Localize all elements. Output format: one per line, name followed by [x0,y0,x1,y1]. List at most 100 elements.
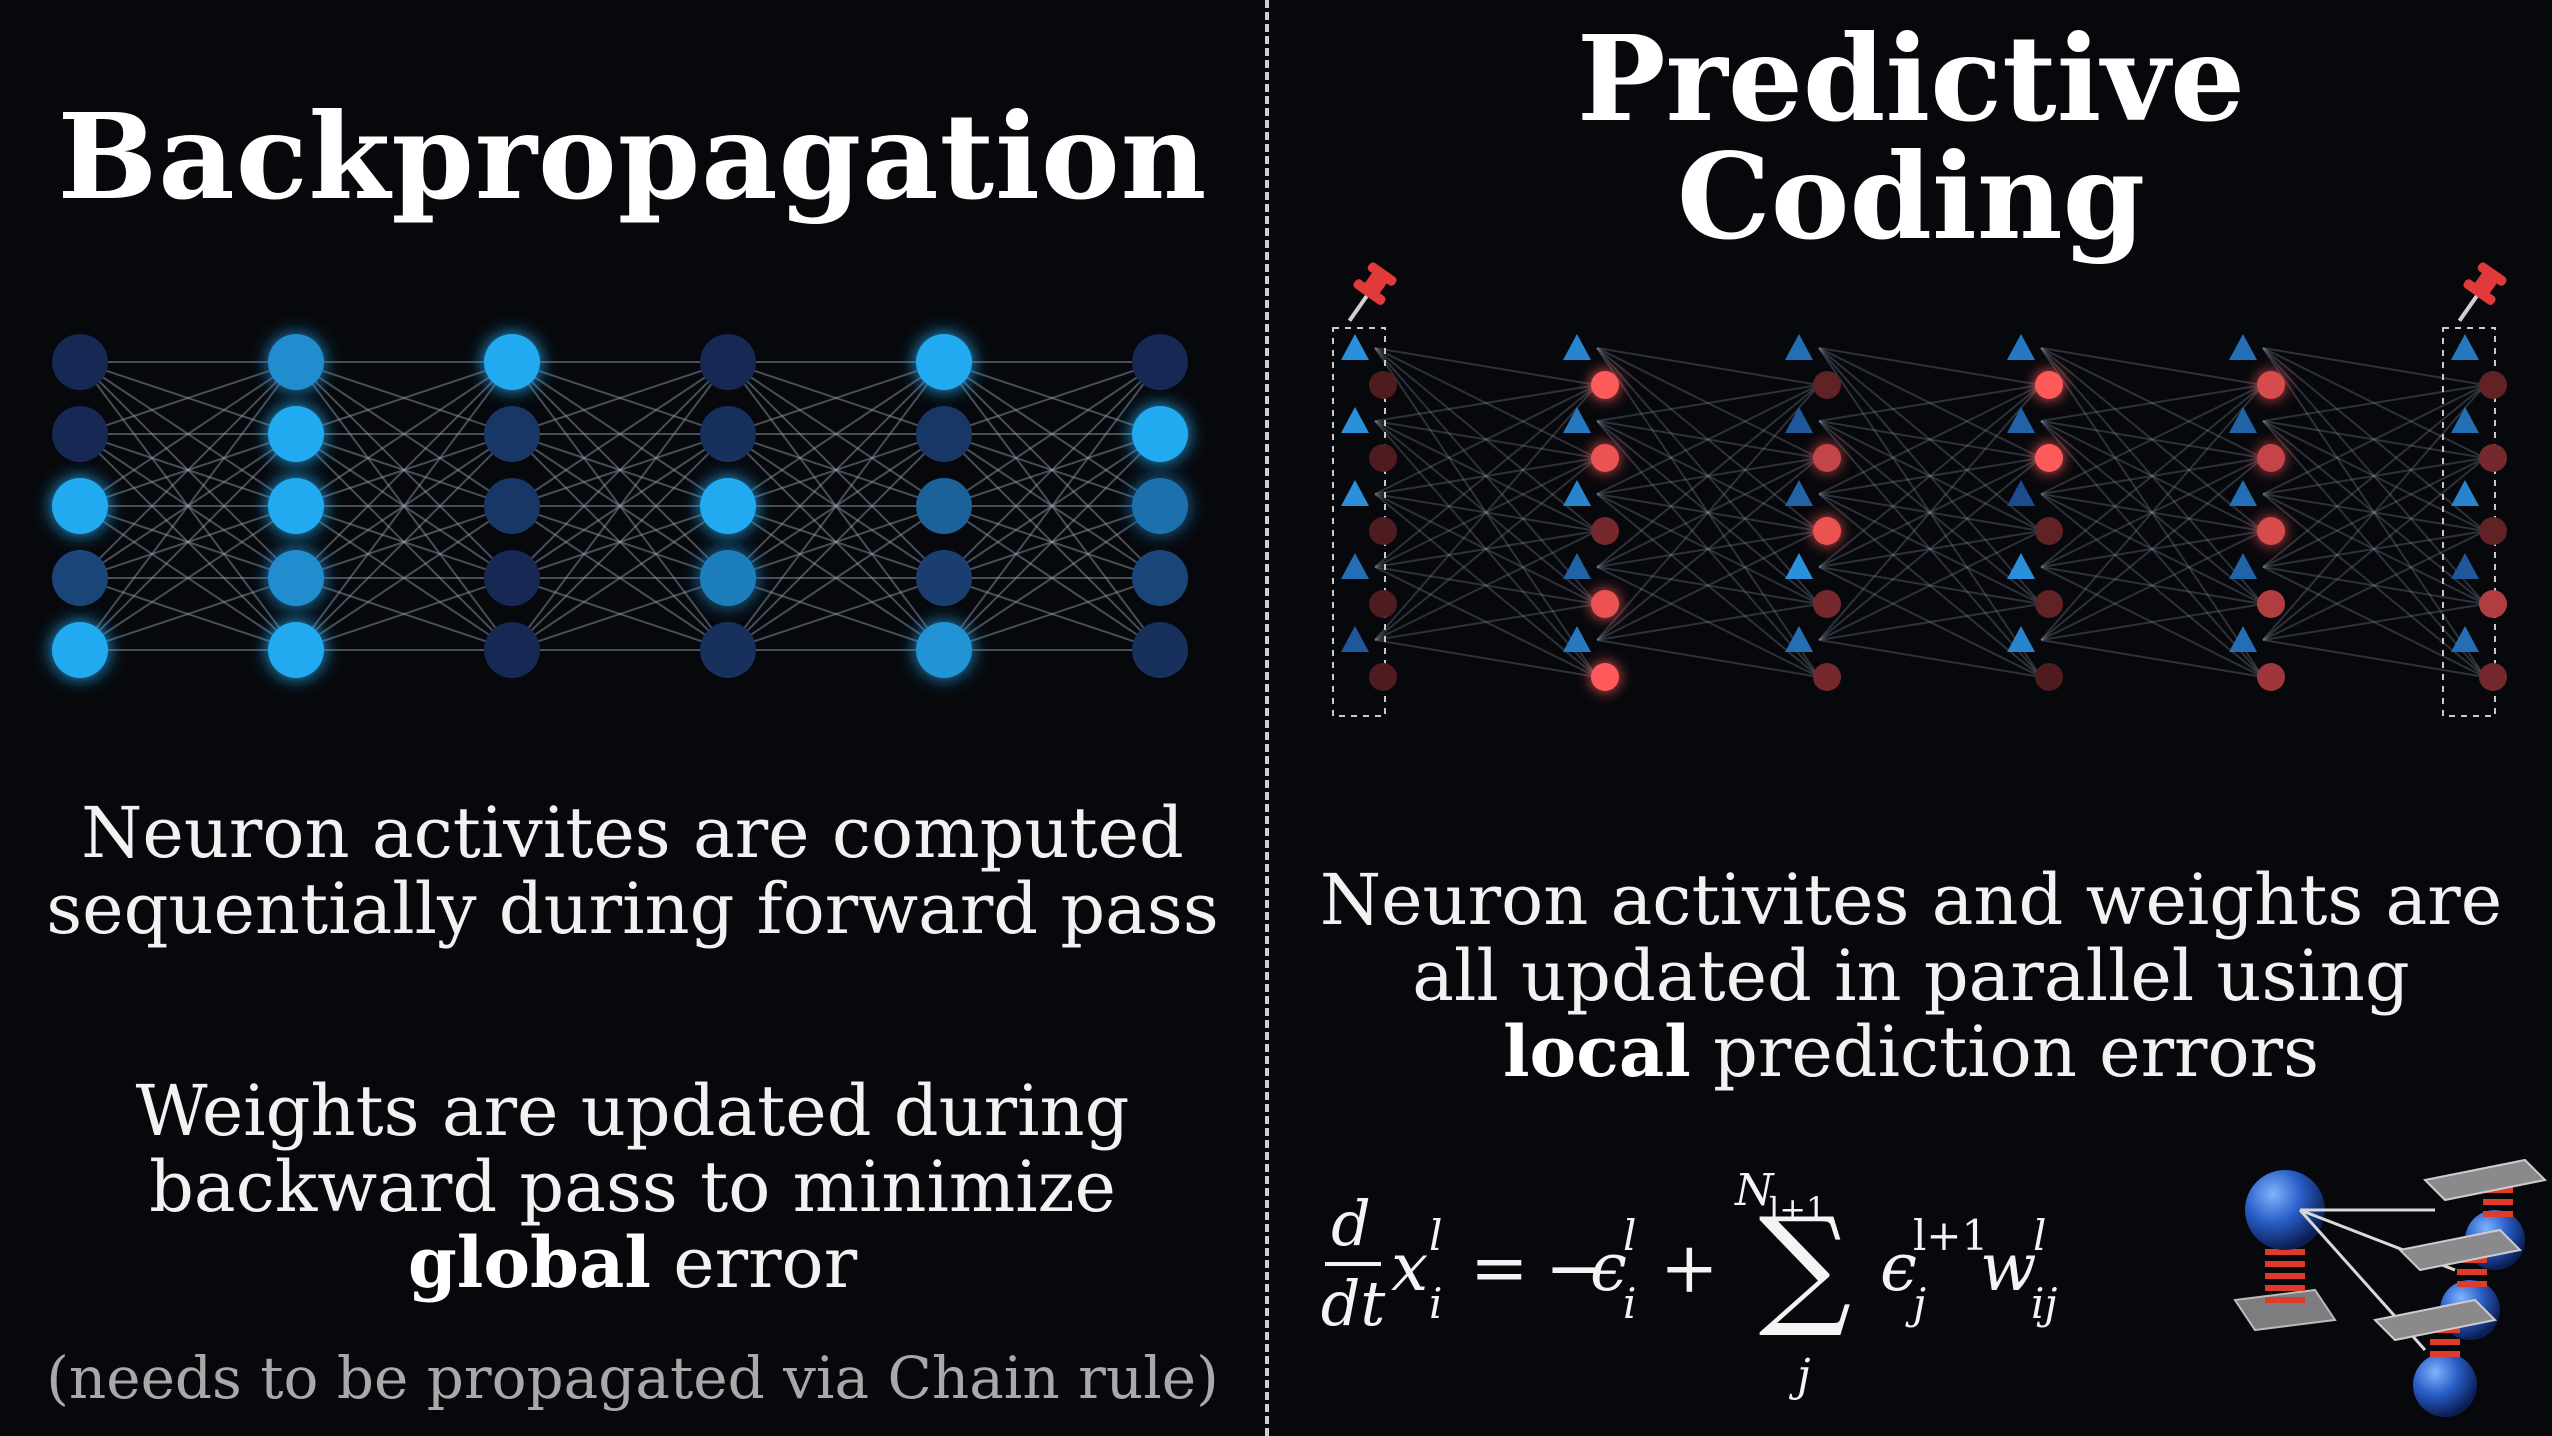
pc-edge [1374,347,1598,532]
pc-value-unit [2007,334,2035,360]
pc-edge [2262,566,2486,678]
pc-edge [1374,384,1598,422]
pc-edge [1374,347,1598,459]
pc-edge [2040,384,2264,641]
backprop-edge [943,433,1161,579]
pc-edge [2040,493,2264,678]
pc-edge [1596,347,1820,459]
pc-error-unit [2479,444,2507,472]
pc-edge [2262,530,2486,641]
pc-edge [1596,347,1820,678]
pc-edge [1596,347,1820,386]
pc-value-unit [1341,480,1369,506]
pc-edge [2262,493,2486,678]
pc-error-unit [2479,371,2507,399]
pc-edge [2040,566,2264,605]
pc-edge [2262,420,2486,459]
backprop-edge [943,433,1161,651]
backprop-edge [727,361,945,651]
eq-sum-top-sub: l+1 [1769,1190,1826,1228]
backprop-edge [511,361,729,507]
backprop-description-line1: Neuron activites are computed [81,792,1184,874]
backprop-edge [295,361,513,651]
backprop-edge [79,433,297,579]
pc-edge [1818,530,2042,641]
pc-edge [1818,347,2042,459]
backprop-edge [727,577,945,651]
pc-edge [2262,347,2486,605]
backprop-neuron [484,334,540,390]
pc-value-unit [1785,334,1813,360]
backprop-edge [79,433,297,651]
backprop-edge [511,433,729,507]
predictive-coding-title: Predictive Coding [1270,20,2552,256]
pc-value-unit [1785,480,1813,506]
pc-edge [1818,420,2042,605]
eq-equals: = [1470,1227,1529,1309]
pc-edge [2262,347,2486,386]
pc-edge [1596,420,1820,532]
pc-value-unit [2007,626,2035,652]
eq-eps1-sub: i [1623,1279,1636,1328]
pc-edge [1818,347,2042,532]
backprop-neuron [484,550,540,606]
pc-edge [1596,457,1820,495]
backprop-neuron [700,478,756,534]
backprop-edge [79,433,297,507]
pc-edge [2040,384,2264,495]
pc-error-unit [2035,371,2063,399]
backprop-edge [727,433,945,507]
pc-edge [2262,493,2486,532]
spring-left [2265,1249,2305,1303]
pc-value-unit [1563,334,1591,360]
pc-edge [1596,420,1820,459]
pc-edge [2262,384,2486,422]
pc-error-unit [1591,444,1619,472]
pc-edge [1818,530,2042,568]
backprop-neuron [916,406,972,462]
pc-edge [2040,420,2264,678]
eq-frac-den: dt [1321,1267,1386,1340]
local-errors-rest: prediction errors [1690,1011,2320,1093]
pc-edge [1818,457,2042,568]
backprop-edge [511,361,729,579]
pc-edge [1818,457,2042,495]
backprop-edge [727,361,945,507]
pc-edge [1818,347,2042,678]
backprop-edge [943,433,1161,507]
backprop-edge [511,433,729,651]
chain-rule-note: (needs to be propagated via Chain rule) [46,1344,1219,1412]
pc-error-unit [2479,663,2507,691]
backprop-edge [727,505,945,651]
backprop-neuron [268,622,324,678]
pc-error-unit [1591,517,1619,545]
pc-error-unit [2257,371,2285,399]
eq-eps2: ϵ [1880,1229,1917,1306]
backprop-edges [79,361,1161,651]
pc-value-unit [2229,553,2257,579]
pc-edge [2040,530,2264,568]
backprop-edge [79,433,297,579]
backprop-edge [943,433,1161,651]
pc-error-unit [1813,663,1841,691]
pc-value-unit [2229,407,2257,433]
pc-edge [1374,457,1598,568]
pc-error-unit [1369,517,1397,545]
pc-edge [1818,603,2042,641]
eq-x-sub: i [1429,1279,1442,1328]
eq-eps2-sup: l+1 [1913,1211,1988,1260]
backprop-neuron [484,622,540,678]
backprop-panel: Backpropagation Neuron activites are com… [0,0,1265,1436]
pc-edge [2262,639,2486,678]
backprop-neuron [700,622,756,678]
pushpin-icon-input [1347,262,1397,322]
pc-edge [2040,347,2264,532]
pc-edge [1596,384,1820,422]
pc-value-unit [2229,480,2257,506]
backprop-edge [727,505,945,651]
pc-edge [2262,530,2486,568]
pc-error-unit [2479,590,2507,618]
pc-edge [1596,347,1820,605]
backprop-neuron [268,334,324,390]
backprop-edge [943,361,1161,579]
